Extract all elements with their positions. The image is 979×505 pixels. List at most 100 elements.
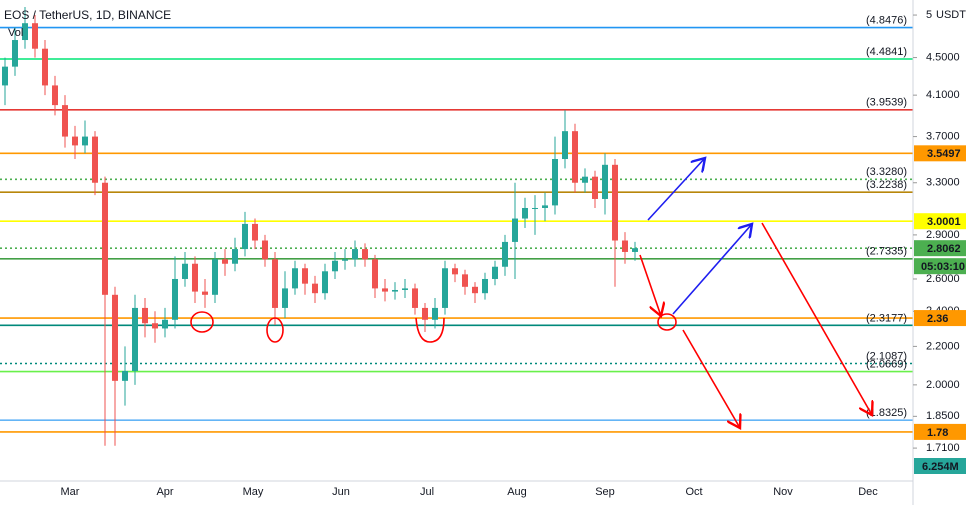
candle-body [62, 105, 68, 137]
candle-body [352, 249, 358, 260]
x-tick-label: Oct [685, 486, 702, 498]
candle-body [332, 260, 338, 272]
candle-body [12, 40, 18, 67]
x-tick-label: May [243, 486, 264, 498]
y-tick-label: 4.1000 [926, 89, 960, 101]
candle-body [302, 268, 308, 284]
level-label: (3.9539) [866, 97, 907, 109]
level-label: (4.8476) [866, 14, 907, 26]
price-box-label: 2.36 [927, 313, 948, 325]
candle-body [102, 182, 108, 295]
candle-body [562, 131, 568, 160]
candle-body [572, 131, 578, 183]
candle-body [212, 259, 218, 295]
candle-body [582, 176, 588, 183]
candle-body [152, 323, 158, 329]
level-label: (1.8325) [866, 407, 907, 419]
y-tick-label: 1.8500 [926, 410, 960, 422]
level-label: (2.3177) [866, 312, 907, 324]
candle-body [272, 259, 278, 308]
candle-body [182, 263, 188, 279]
candle-body [222, 259, 228, 264]
candles [2, 7, 638, 446]
candle-body [442, 268, 448, 308]
circle [190, 311, 214, 333]
candle-body [322, 271, 328, 294]
circle [415, 317, 445, 343]
arrow [761, 222, 872, 415]
candle-body [432, 307, 438, 320]
volume-value: 6.254M [922, 461, 959, 473]
candle-body [552, 159, 558, 206]
candle-body [42, 48, 48, 86]
candle-body [422, 307, 428, 320]
y-tick-label: 2.9000 [926, 229, 960, 241]
candle-body [92, 136, 98, 183]
candle-body [292, 268, 298, 289]
x-tick-label: Nov [773, 486, 793, 498]
price-box-label: 3.0001 [927, 216, 961, 228]
candle-body [172, 278, 178, 320]
candle-body [342, 259, 348, 261]
price-box-label: 1.78 [927, 427, 948, 439]
circle [657, 313, 677, 331]
candle-body [392, 289, 398, 292]
axis-unit: USDT [936, 9, 966, 21]
level-label: (3.2238) [866, 179, 907, 191]
candle-body [162, 319, 168, 329]
x-tick-label: Dec [858, 486, 878, 498]
candle-body [2, 66, 8, 86]
axis-labels: 5 USDT 4.5000 4.1000 3.7000 3.3000 2.9000 2.600… [61, 9, 967, 498]
level-label: (2.1087) [866, 350, 907, 362]
arrow [682, 329, 740, 428]
x-tick-label: Jun [332, 486, 350, 498]
candle-body [132, 307, 138, 371]
price-box [914, 423, 966, 440]
candle-body [632, 248, 638, 252]
y-tick-label: 2.6000 [926, 273, 960, 285]
y-tick-label: 2.2000 [926, 340, 960, 352]
levels: (4.8476) (4.4841) (3.9539) (3.3280)(3.2238)… [0, 14, 913, 433]
candle-body [452, 268, 458, 275]
price-box-label: 3.5497 [927, 148, 961, 160]
x-tick-label: Mar [61, 486, 80, 498]
volume-box [914, 458, 966, 474]
y-tick-label: 1.7100 [926, 442, 960, 454]
candle-body [492, 266, 498, 279]
candle-body [72, 136, 78, 146]
candle-body [202, 291, 208, 295]
y-tick-label: 2.0000 [926, 379, 960, 391]
candle-body [192, 263, 198, 292]
x-tick-label: Aug [507, 486, 527, 498]
candle-body [602, 164, 608, 199]
candle-body [242, 223, 248, 250]
candle-body [262, 240, 268, 260]
candle-body [402, 288, 408, 290]
y-tick-label: 5 [926, 9, 932, 21]
candle-body [622, 240, 628, 252]
candle-body [512, 218, 518, 242]
candle-body [372, 259, 378, 289]
level-label: (2.7335) [866, 246, 907, 258]
candle-body [482, 278, 488, 294]
volume-label: Vol [8, 27, 23, 39]
price-box-label: 2.8062 [927, 243, 961, 255]
candle-body [52, 85, 58, 106]
candle-body [82, 136, 88, 146]
y-tick-label: 3.7000 [926, 130, 960, 142]
chart-title: EOS / TetherUS, 1D, BINANCE [4, 8, 171, 22]
candle-body [22, 23, 28, 41]
candle-body [382, 288, 388, 292]
candle-body [502, 241, 508, 267]
price-box [914, 213, 966, 230]
arrow [672, 224, 752, 315]
price-box [914, 240, 966, 257]
drawings [190, 158, 872, 428]
candle-body [142, 307, 148, 324]
arrow [639, 254, 661, 316]
candle-body [612, 164, 618, 241]
arrow [647, 158, 705, 221]
y-tick-label: 4.5000 [926, 51, 960, 63]
